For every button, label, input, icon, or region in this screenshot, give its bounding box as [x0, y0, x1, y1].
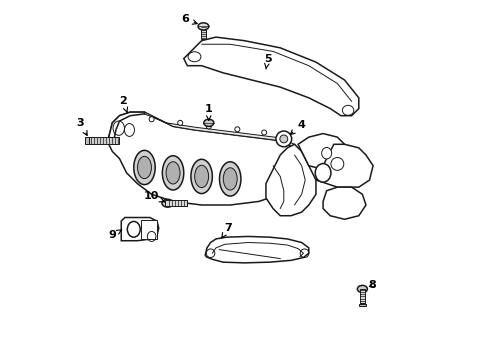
- Ellipse shape: [162, 156, 183, 190]
- Polygon shape: [89, 138, 119, 144]
- Ellipse shape: [330, 157, 343, 170]
- Ellipse shape: [223, 168, 237, 190]
- Polygon shape: [265, 144, 315, 216]
- Polygon shape: [108, 112, 144, 139]
- Ellipse shape: [234, 127, 240, 132]
- Text: 8: 8: [368, 280, 375, 291]
- Polygon shape: [144, 112, 301, 158]
- Text: 4: 4: [290, 120, 305, 135]
- Ellipse shape: [261, 130, 266, 135]
- Ellipse shape: [162, 199, 173, 207]
- Polygon shape: [298, 134, 344, 169]
- Text: 5: 5: [264, 54, 271, 69]
- Ellipse shape: [149, 117, 154, 122]
- Ellipse shape: [137, 156, 151, 179]
- Polygon shape: [165, 200, 187, 206]
- Text: 9: 9: [108, 230, 122, 240]
- Ellipse shape: [206, 124, 211, 129]
- Polygon shape: [315, 144, 372, 187]
- Text: 2: 2: [119, 96, 127, 112]
- Ellipse shape: [279, 135, 287, 143]
- Text: 1: 1: [204, 104, 212, 120]
- Text: 7: 7: [221, 223, 232, 238]
- Ellipse shape: [194, 165, 208, 188]
- Ellipse shape: [275, 131, 291, 147]
- Text: 10: 10: [143, 191, 164, 202]
- Ellipse shape: [357, 285, 366, 293]
- Text: 3: 3: [76, 118, 87, 135]
- Ellipse shape: [166, 162, 180, 184]
- Polygon shape: [141, 220, 157, 239]
- Ellipse shape: [321, 148, 331, 159]
- Polygon shape: [358, 304, 365, 306]
- Text: 6: 6: [181, 14, 197, 24]
- Polygon shape: [121, 217, 159, 241]
- Ellipse shape: [134, 150, 155, 185]
- Polygon shape: [323, 187, 365, 219]
- Ellipse shape: [315, 163, 330, 182]
- Ellipse shape: [219, 162, 241, 196]
- Polygon shape: [108, 112, 301, 205]
- Ellipse shape: [177, 120, 183, 125]
- Polygon shape: [183, 37, 358, 116]
- Polygon shape: [205, 237, 308, 263]
- Polygon shape: [201, 26, 205, 39]
- Ellipse shape: [198, 23, 208, 30]
- Polygon shape: [359, 289, 364, 303]
- Ellipse shape: [190, 159, 212, 194]
- Ellipse shape: [203, 119, 213, 126]
- Polygon shape: [84, 137, 89, 144]
